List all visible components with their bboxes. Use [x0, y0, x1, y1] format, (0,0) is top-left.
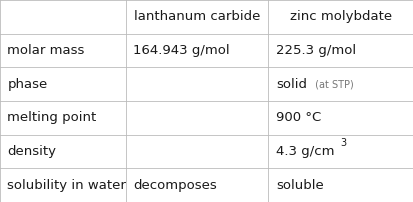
Text: 225.3 g/mol: 225.3 g/mol — [276, 44, 356, 57]
Text: melting point: melting point — [7, 111, 97, 124]
Text: 164.943 g/mol: 164.943 g/mol — [133, 44, 230, 57]
Text: decomposes: decomposes — [133, 179, 217, 192]
Text: phase: phase — [7, 78, 47, 91]
Text: soluble: soluble — [276, 179, 324, 192]
Text: 900 °C: 900 °C — [276, 111, 321, 124]
Text: molar mass: molar mass — [7, 44, 85, 57]
Text: 3: 3 — [340, 138, 346, 148]
Text: (at STP): (at STP) — [312, 79, 354, 89]
Text: zinc molybdate: zinc molybdate — [290, 10, 392, 23]
Text: 4.3 g/cm: 4.3 g/cm — [276, 145, 335, 158]
Text: lanthanum carbide: lanthanum carbide — [134, 10, 260, 23]
Text: solid: solid — [276, 78, 307, 91]
Text: solubility in water: solubility in water — [7, 179, 126, 192]
Text: density: density — [7, 145, 57, 158]
